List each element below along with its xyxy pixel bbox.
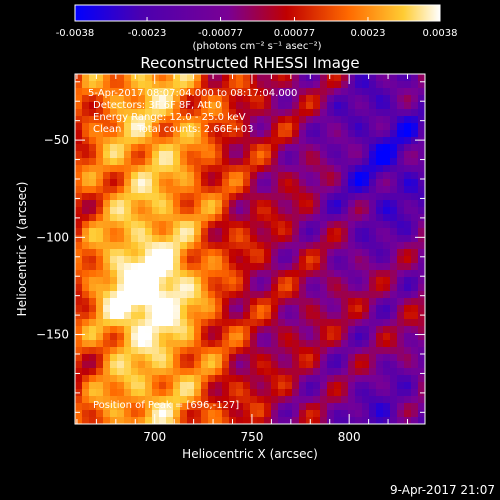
colorbar-tick-label: -0.0038 [56, 28, 95, 39]
plot-frame [74, 73, 426, 425]
annotation-time-range: 5-Apr-2017 08:07:04.000 to 08:17:04.000 [88, 88, 297, 99]
footer-timestamp: 9-Apr-2017 21:07 [390, 483, 495, 497]
y-tick-label: −150 [36, 328, 69, 342]
axes: 700 750 800 −50 −100 −150 [36, 74, 425, 444]
x-tick-label: 700 [143, 430, 166, 444]
annotation-peak: Position of Peak = [696,-127] [93, 400, 239, 411]
colorbar-ticks: -0.0038 -0.0023 -0.00077 0.00077 0.0023 0.003… [56, 17, 458, 39]
heatmap-image [75, 74, 425, 424]
x-axis-label: Heliocentric X (arcsec) [182, 447, 318, 461]
x-tick-label: 750 [240, 430, 263, 444]
annotation-counts: Clean Total counts: 2.66E+03 [93, 124, 253, 135]
colorbar-unit-label: (photons cm⁻² s⁻¹ asec⁻²) [192, 41, 321, 52]
colorbar-tick-label: -0.0023 [128, 28, 167, 39]
y-tick-label: −50 [44, 133, 69, 147]
x-tick-label: 800 [338, 430, 361, 444]
y-tick-label: −100 [36, 230, 69, 244]
annotation-detectors: Detectors: 3F 6F 8F, Att 0 [93, 100, 221, 111]
colorbar-tick-label: 0.0023 [350, 28, 385, 39]
colorbar-tick-label: 0.0038 [423, 28, 458, 39]
annotation-energy: Energy Range: 12.0 - 25.0 keV [93, 112, 246, 123]
colorbar [74, 4, 441, 22]
chart-title: Reconstructed RHESSI Image [140, 54, 359, 72]
y-axis-label: Heliocentric Y (arcsec) [15, 182, 29, 317]
colorbar-tick-label: -0.00077 [198, 28, 243, 39]
colorbar-tick-label: 0.00077 [274, 28, 315, 39]
